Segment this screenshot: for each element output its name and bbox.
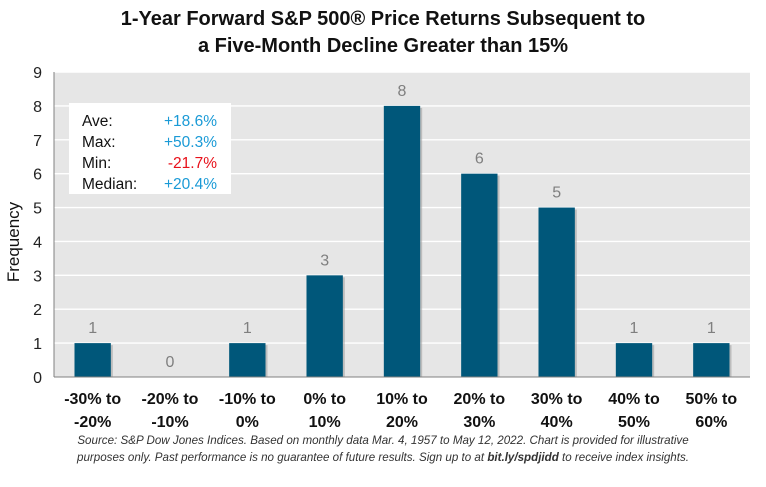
data-label: 5 xyxy=(552,185,561,202)
stats-box: Ave: +18.6% Max: +50.3% Min: -21.7% Median: +20… xyxy=(69,103,231,194)
data-label: 6 xyxy=(475,151,484,168)
data-label: 3 xyxy=(320,252,329,269)
x-tick-label: -20% to xyxy=(142,391,199,408)
y-tick-label: 8 xyxy=(33,99,42,116)
x-tick-label: 0% xyxy=(236,414,259,431)
stat-label: Ave: xyxy=(82,113,113,130)
y-tick-label: 5 xyxy=(33,201,42,218)
footnote-line2: purposes only. Past performance is no gu… xyxy=(0,449,766,466)
axes: 0 1 2 3 4 5 6 7 8 9 -30% to -20% -20% to -10% -10% to 0… xyxy=(33,65,750,431)
bar xyxy=(229,343,266,377)
footnote-line1: Source: S&P Dow Jones Indices. Based on … xyxy=(77,434,689,447)
x-tick-label: 30% to xyxy=(531,391,583,408)
data-label: 1 xyxy=(707,320,716,337)
data-label: 1 xyxy=(88,320,97,337)
bar xyxy=(538,207,575,377)
x-tick-label: 10% to xyxy=(376,391,428,408)
bar xyxy=(383,105,421,377)
x-tick-label: 10% xyxy=(309,414,341,431)
stats-box-bg xyxy=(69,103,231,194)
y-axis-label: Frequency xyxy=(4,201,23,282)
x-tick-label: 50% to xyxy=(686,391,738,408)
data-label: 1 xyxy=(630,320,639,337)
x-tick-label: 20% to xyxy=(454,391,506,408)
stat-value: -21.7% xyxy=(168,155,217,172)
x-tick-label: 60% xyxy=(695,414,727,431)
y-tick-label: 9 xyxy=(33,65,42,82)
footnote-link[interactable]: bit.ly/spdjidd xyxy=(487,451,559,464)
stat-value: +50.3% xyxy=(164,134,217,151)
x-tick-label: -10% xyxy=(151,414,188,431)
footnote-line2-start: purposes only. Past performance is no gu… xyxy=(77,451,488,464)
y-tick-label: 7 xyxy=(33,133,42,150)
bar xyxy=(461,173,498,377)
x-tick-label: 0% to xyxy=(303,391,346,408)
bar xyxy=(693,343,730,377)
x-tick-label: -10% to xyxy=(219,391,276,408)
y-tick-label: 1 xyxy=(33,336,42,353)
y-tick-label: 4 xyxy=(33,234,42,251)
stat-label: Max: xyxy=(82,134,116,151)
stat-value: +18.6% xyxy=(164,113,217,130)
y-tick-label: 0 xyxy=(33,370,42,387)
x-tick-label: 40% xyxy=(541,414,573,431)
x-tick-label: 20% xyxy=(386,414,418,431)
footnote-line2-end: to receive index insights. xyxy=(558,451,689,464)
data-label: 0 xyxy=(166,354,175,371)
stat-label: Median: xyxy=(82,176,137,193)
footnote: Source: S&P Dow Jones Indices. Based on … xyxy=(0,432,766,466)
bar xyxy=(615,343,653,377)
chart-title-line1: 1-Year Forward S&P 500® Price Returns Su… xyxy=(121,8,646,30)
x-tick-label: 30% xyxy=(463,414,495,431)
data-label: 1 xyxy=(243,320,252,337)
stat-label: Min: xyxy=(82,155,111,172)
bar xyxy=(306,275,343,377)
x-tick-label: 40% to xyxy=(608,391,660,408)
y-tick-label: 2 xyxy=(33,302,42,319)
bars: 1 0 1 3 8 6 5 1 1 xyxy=(74,83,732,377)
data-label: 8 xyxy=(398,83,407,100)
y-tick-label: 3 xyxy=(33,268,42,285)
x-tick-label: -30% to xyxy=(64,391,121,408)
bar xyxy=(74,343,111,377)
x-tick-label: -20% xyxy=(74,414,111,431)
stat-value: +20.4% xyxy=(164,176,217,193)
y-tick-label: 6 xyxy=(33,167,42,184)
chart-title-line2: a Five-Month Decline Greater than 15% xyxy=(198,35,568,57)
x-tick-label: 50% xyxy=(618,414,650,431)
